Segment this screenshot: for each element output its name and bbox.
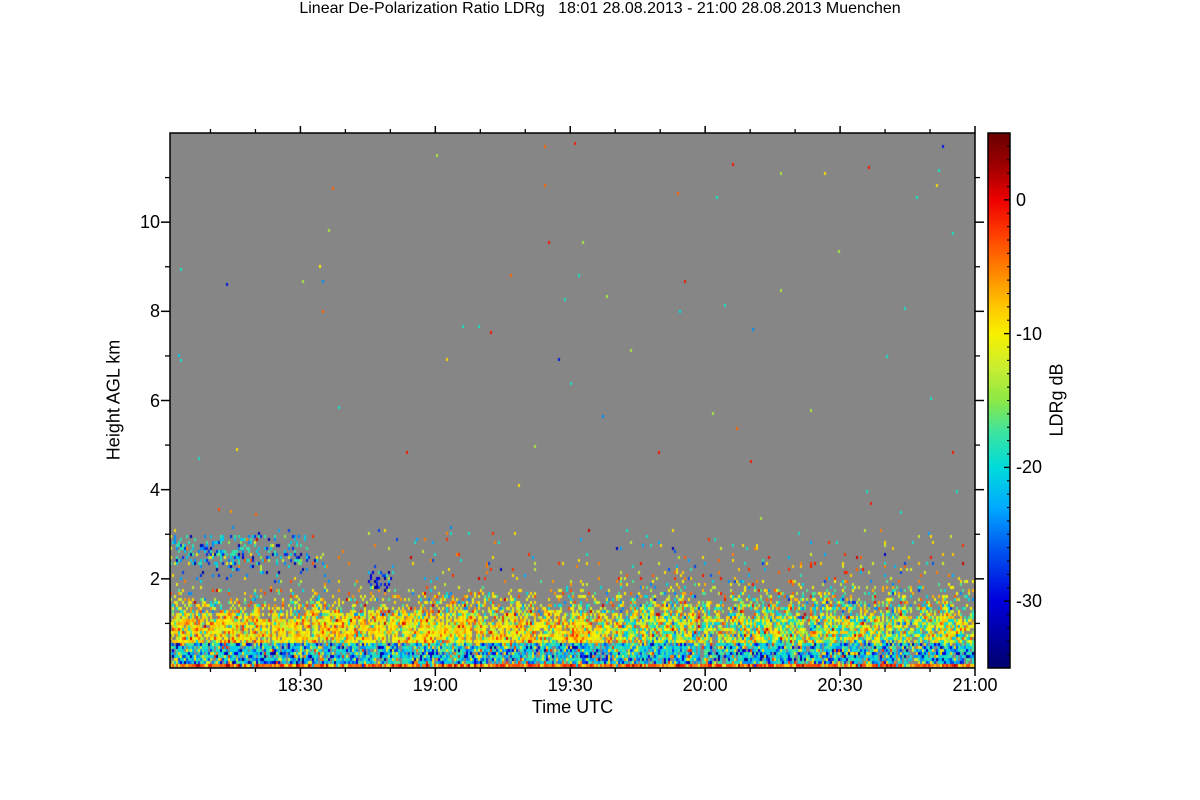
x-tick-label: 19:00 (412, 675, 458, 695)
y-tick-label: 2 (149, 568, 160, 589)
colorbar-gradient (988, 133, 1010, 668)
x-tick-label: 21:00 (952, 675, 998, 695)
y-tick-label: 8 (149, 301, 160, 322)
y-tick-label: 6 (149, 390, 160, 411)
colorbar-tick-label: -30 (1016, 591, 1043, 612)
x-tick-label: 20:30 (817, 675, 863, 695)
colorbar-tick-label: 0 (1016, 189, 1027, 210)
heatmap-canvas (170, 133, 975, 668)
colorbar-title: LDRg dB (1046, 363, 1067, 437)
colorbar-tick-label: -20 (1016, 457, 1043, 478)
chart-title: Linear De-Polarization Ratio LDRg 18:01 … (299, 0, 901, 17)
x-tick-label: 20:00 (682, 675, 728, 695)
x-tick-label: 18:30 (277, 675, 323, 695)
y-tick-label: 10 (139, 212, 160, 233)
colorbar-tick-label: -10 (1016, 323, 1043, 344)
y-axis-title: Height AGL km (103, 339, 124, 461)
x-tick-label: 19:30 (547, 675, 593, 695)
y-tick-label: 4 (149, 479, 160, 500)
x-axis-title: Time UTC (531, 697, 614, 717)
